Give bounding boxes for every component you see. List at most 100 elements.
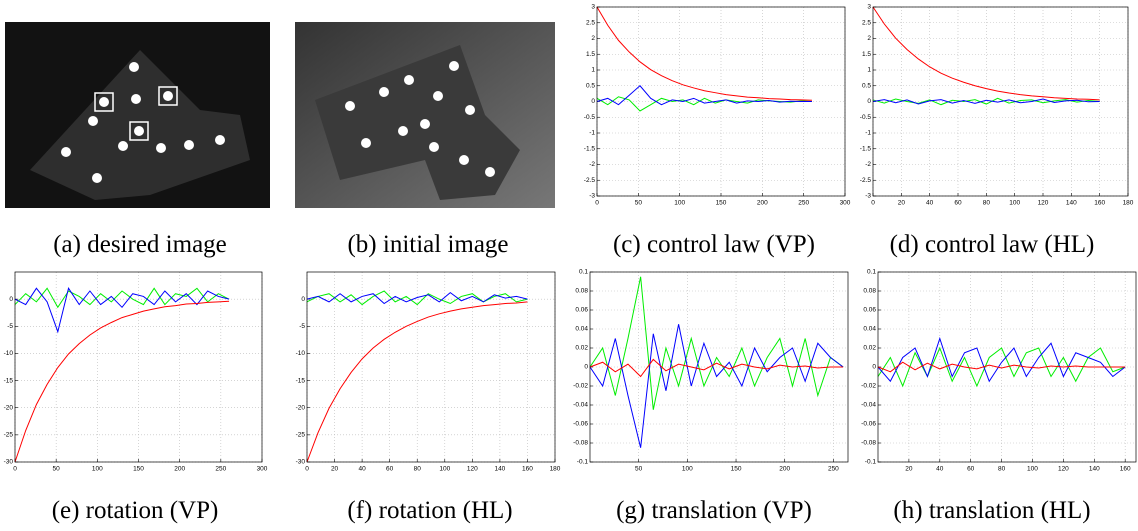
y-tick-label: -0.04 [573, 402, 588, 409]
y-tick-label: -1.5 [584, 145, 596, 152]
x-tick-label: 180 [550, 466, 561, 473]
y-tick-label: 0.1 [867, 269, 876, 276]
y-tick-label: 0 [9, 296, 13, 303]
y-tick-label: -1.5 [860, 145, 872, 152]
x-tick-label: 100 [1027, 466, 1038, 473]
axes-frame [589, 271, 849, 463]
x-tick-label: 100 [92, 466, 103, 473]
y-tick-label: 1 [867, 67, 871, 74]
y-tick-label: 0.1 [579, 269, 588, 276]
data-line [306, 291, 528, 305]
x-tick-label: 100 [674, 200, 685, 207]
y-tick-label: -1 [589, 130, 595, 137]
caption: (c) control law (VP) [613, 231, 815, 258]
data-line [306, 290, 528, 306]
x-tick-label: 0 [871, 200, 875, 207]
x-tick-label: 120 [467, 466, 478, 473]
x-tick-label: 0 [305, 466, 309, 473]
x-tick-label: 40 [926, 200, 934, 207]
data-line [14, 287, 230, 334]
y-tick-label: -10 [296, 350, 306, 357]
data-line [14, 300, 230, 463]
data-line [872, 6, 1100, 101]
y-tick-label: -2.5 [584, 177, 596, 184]
y-tick-label: 0.04 [863, 326, 876, 333]
y-tick-label: 0.06 [575, 307, 588, 314]
y-tick-label: 0 [867, 98, 871, 105]
y-tick-label: 1.5 [862, 51, 871, 58]
y-tick-label: 2 [591, 35, 595, 42]
axes-frame [14, 271, 263, 463]
x-tick-label: 160 [1120, 466, 1131, 473]
x-tick-label: 40 [358, 466, 366, 473]
y-tick-label: -0.04 [861, 402, 876, 409]
x-tick-label: 50 [635, 200, 643, 207]
y-tick-label: -0.5 [860, 114, 872, 121]
data-line [589, 324, 844, 448]
x-tick-label: 0 [595, 200, 599, 207]
x-tick-label: 20 [905, 466, 913, 473]
x-tick-label: 100 [682, 466, 693, 473]
y-tick-label: -2 [865, 161, 871, 168]
y-tick-label: 3 [591, 4, 595, 11]
x-tick-label: 100 [1009, 200, 1020, 207]
y-tick-label: -15 [296, 377, 306, 384]
plot-area [307, 272, 555, 462]
x-tick-label: 300 [840, 200, 851, 207]
axes-frame [877, 271, 1137, 463]
y-tick-label: -2 [589, 161, 595, 168]
y-tick-label: -3 [865, 193, 871, 200]
data-line [14, 287, 230, 309]
x-tick-label: 80 [998, 466, 1006, 473]
x-tick-label: 60 [954, 200, 962, 207]
desired-image [5, 22, 270, 208]
y-tick-label: -30 [296, 459, 306, 466]
x-tick-label: 160 [522, 466, 533, 473]
x-tick-label: 180 [1123, 200, 1134, 207]
x-tick-label: 20 [898, 200, 906, 207]
axes-frame [596, 6, 846, 197]
y-tick-label: -0.1 [865, 459, 877, 466]
caption: (a) desired image [53, 231, 227, 258]
y-tick-label: -20 [4, 404, 14, 411]
axes-frame [306, 271, 556, 463]
caption: (h) translation (HL) [893, 497, 1090, 524]
plot-area [15, 272, 262, 462]
x-tick-label: 50 [635, 466, 643, 473]
y-tick-label: 0.02 [863, 345, 876, 352]
y-tick-label: 1 [591, 67, 595, 74]
data-line [589, 358, 844, 378]
x-tick-label: 100 [439, 466, 450, 473]
caption: (b) initial image [347, 231, 508, 258]
x-tick-label: 80 [983, 200, 991, 207]
y-tick-label: 0 [301, 296, 305, 303]
y-tick-label: 0.08 [863, 288, 876, 295]
y-tick-label: 2.5 [586, 19, 595, 26]
data-line [872, 98, 1100, 105]
y-tick-label: -0.06 [573, 421, 588, 428]
data-line [596, 6, 812, 101]
y-tick-label: 2.5 [862, 19, 871, 26]
y-tick-label: 0.5 [862, 82, 871, 89]
x-tick-label: 120 [1058, 466, 1069, 473]
initial-image [295, 22, 555, 208]
x-tick-label: 0 [13, 466, 17, 473]
data-line [872, 97, 1100, 106]
y-tick-label: -5 [7, 323, 13, 330]
y-tick-label: -0.06 [861, 421, 876, 428]
y-tick-label: -2.5 [860, 177, 872, 184]
y-tick-label: -15 [4, 377, 14, 384]
x-tick-label: 200 [174, 466, 185, 473]
x-tick-label: 60 [386, 466, 394, 473]
y-tick-label: -20 [296, 404, 306, 411]
y-tick-label: -1 [865, 130, 871, 137]
caption: (g) translation (VP) [616, 497, 812, 524]
data-line [877, 346, 1126, 388]
x-tick-label: 20 [331, 466, 339, 473]
y-tick-label: -30 [4, 459, 14, 466]
y-tick-label: -25 [296, 432, 306, 439]
y-tick-label: -10 [4, 350, 14, 357]
y-tick-label: 3 [867, 4, 871, 11]
y-tick-label: 0.06 [863, 307, 876, 314]
